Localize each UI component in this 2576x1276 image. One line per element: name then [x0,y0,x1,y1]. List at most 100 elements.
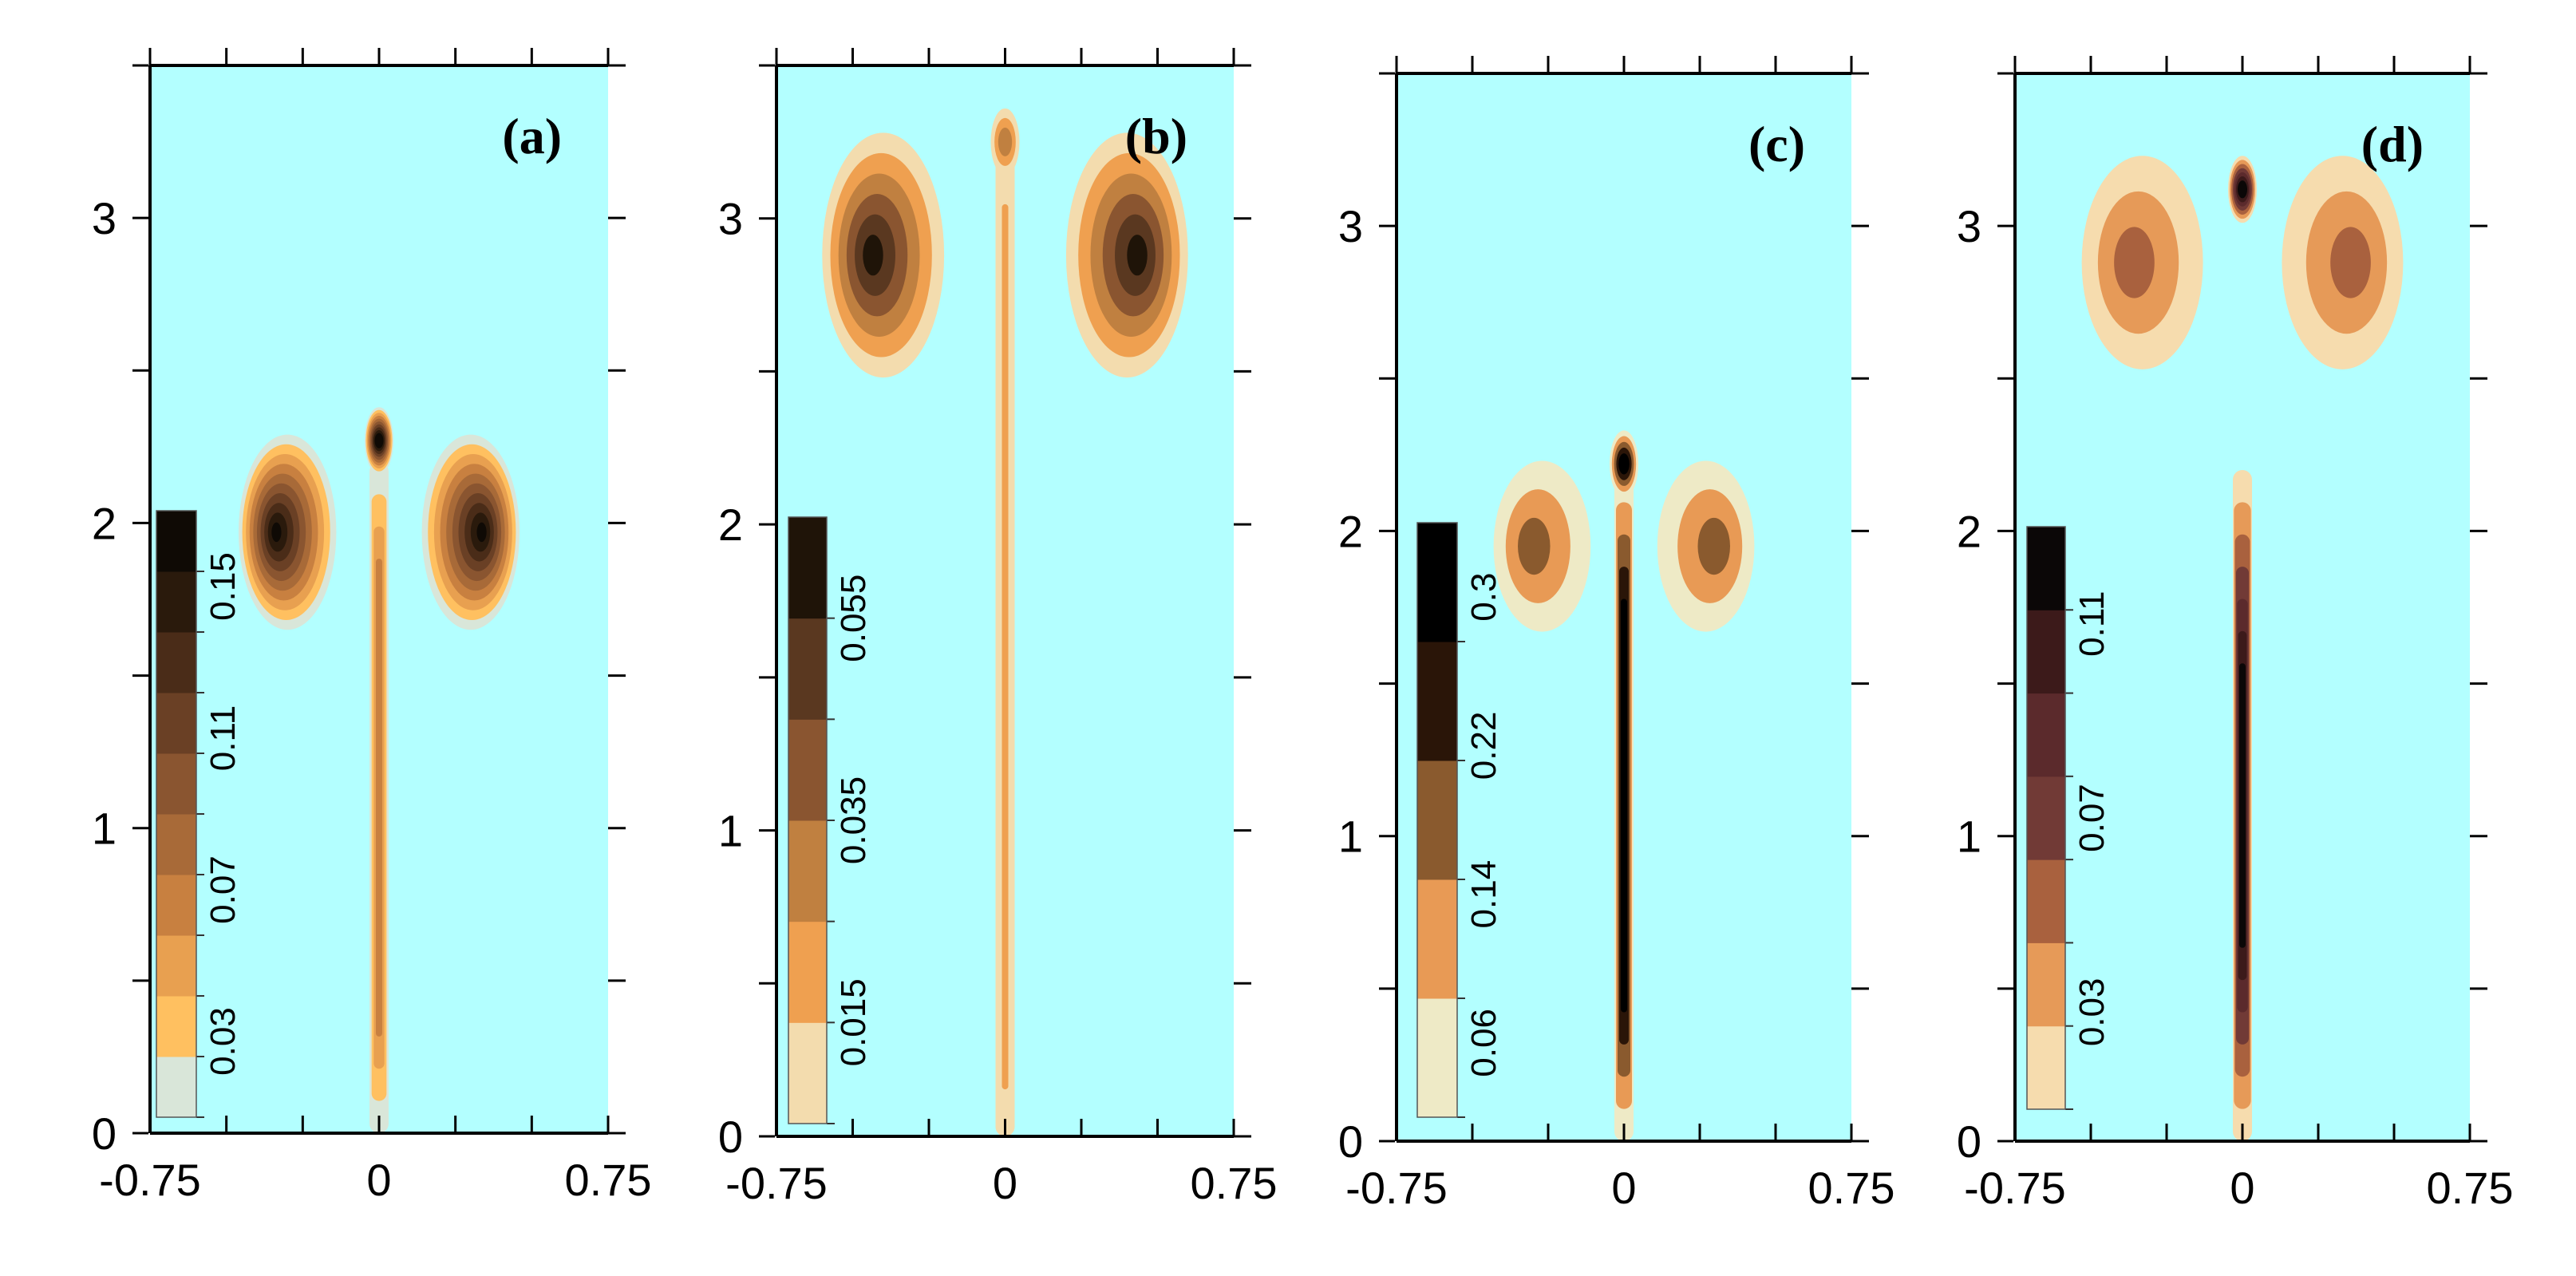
colorbar-swatch-3 [156,875,196,936]
x-tick-label: 0.75 [2427,1163,2514,1213]
plot-area [1493,430,1755,1141]
y-tick-label: 2 [718,500,743,550]
y-tick-label: 3 [1957,201,1981,251]
vortex-left [2081,156,2203,369]
y-tick-label: 3 [718,194,743,244]
colorbar-swatch-0 [156,1057,196,1118]
plot-area [238,407,520,1133]
colorbar-swatch-2 [2027,859,2065,943]
vortex-left [822,132,945,378]
stem-contour-level-3 [376,559,382,1037]
y-tick-label: 1 [1957,812,1981,862]
colorbar-frame [156,510,197,1118]
colorbar-swatch-9 [156,511,196,572]
panel-label: (a) [502,108,562,164]
colorbar-swatch-3 [788,719,827,821]
y-tick-label: 1 [92,804,117,854]
colorbar-label: 0.035 [834,776,873,864]
colorbar-swatch-0 [1417,998,1457,1118]
y-tick-label: 1 [1338,812,1363,862]
vortex-contour-level-5 [863,235,883,276]
panel-label: (b) [1125,108,1187,164]
colorbar-label: 0.03 [203,1007,243,1076]
colorbar-label: 0.3 [1464,573,1503,622]
vortex-left [1493,460,1591,632]
x-tick-label: -0.75 [725,1158,828,1208]
x-tick-label: -0.75 [1345,1163,1448,1213]
tip-contour-level-4 [1618,453,1630,475]
y-tick-label: 0 [718,1112,743,1162]
y-tick-label: 3 [92,193,117,243]
colorbar-swatch-0 [2027,1025,2065,1110]
y-tick-label: 1 [718,806,743,856]
stem-contour-level-1 [1002,203,1009,1090]
y-tick-label: 0 [92,1108,117,1159]
colorbar-swatch-3 [2027,776,2065,860]
vortex-contour-level-2 [1697,517,1731,575]
colorbar-label: 0.015 [834,978,873,1066]
x-tick-label: 0 [993,1158,1017,1208]
x-tick-label: -0.75 [99,1155,201,1205]
tip-contour-level-6 [2238,180,2247,199]
vortex-left [238,434,337,630]
colorbar-label: 0.07 [203,855,243,924]
colorbar-swatch-8 [156,571,196,633]
vortex-contour-level-2 [1518,517,1551,575]
plot-area [2081,156,2404,1141]
colorbar-swatch-3 [1417,642,1457,761]
vortex-contour-level-2 [2330,227,2371,298]
tip-contour-level-2 [998,127,1013,156]
vortex-contour-level-2 [2114,227,2155,298]
x-tick-label: 0 [2230,1163,2254,1213]
vortex-right [421,434,520,630]
colorbar-swatch-1 [788,921,827,1023]
colorbar-label: 0.055 [834,575,873,662]
colorbar: 0.03 0.07 0.11 [2026,526,2112,1110]
vortex-contour-level-5 [1127,235,1148,276]
panel-label: (d) [2361,116,2424,172]
colorbar-label: 0.06 [1464,1009,1503,1077]
colorbar: 0.015 0.035 0.055 [788,516,873,1124]
x-tick-label: 0 [366,1155,391,1205]
colorbar: 0.03 0.07 0.11 0.15 [156,510,243,1118]
colorbar-swatch-5 [2027,610,2065,694]
colorbar-swatch-4 [788,618,827,720]
colorbar-label: 0.14 [1464,860,1503,929]
vortex-contour-level-9 [476,522,487,543]
colorbar-swatch-1 [156,996,196,1057]
stem-contour-level-6 [2239,663,2246,948]
plot-area [822,108,1188,1136]
y-tick-label: 3 [1338,201,1363,251]
y-tick-label: 0 [1957,1116,1981,1167]
colorbar-swatch-2 [788,820,827,922]
colorbar-frame [1416,522,1458,1118]
colorbar-label: 0.15 [203,552,243,621]
x-tick-label: 0.75 [1808,1163,1895,1213]
x-tick-label: -0.75 [1964,1163,2066,1213]
colorbar-swatch-6 [156,693,196,754]
vortex-contour-level-9 [271,522,282,543]
x-tick-label: 0.75 [565,1155,652,1205]
colorbar-swatch-2 [156,935,196,997]
colorbar-swatch-1 [1417,879,1457,999]
colorbar-swatch-4 [1417,523,1457,642]
colorbar-label: 0.03 [2072,978,2112,1047]
colorbar-label: 0.22 [1464,712,1503,780]
vortex-right [2282,156,2404,369]
colorbar-label: 0.11 [203,705,243,771]
x-tick-label: 0 [1611,1163,1636,1213]
colorbar-swatch-7 [156,632,196,693]
colorbar-swatch-6 [2027,527,2065,610]
colorbar-swatch-2 [1417,760,1457,880]
tip-contour-level-9 [374,433,384,448]
colorbar-swatch-5 [788,517,827,619]
colorbar-label: 0.11 [2072,591,2112,656]
panel-label: (c) [1748,116,1805,172]
stem-contour-level-4 [1621,598,1627,1013]
colorbar-swatch-4 [156,814,196,875]
